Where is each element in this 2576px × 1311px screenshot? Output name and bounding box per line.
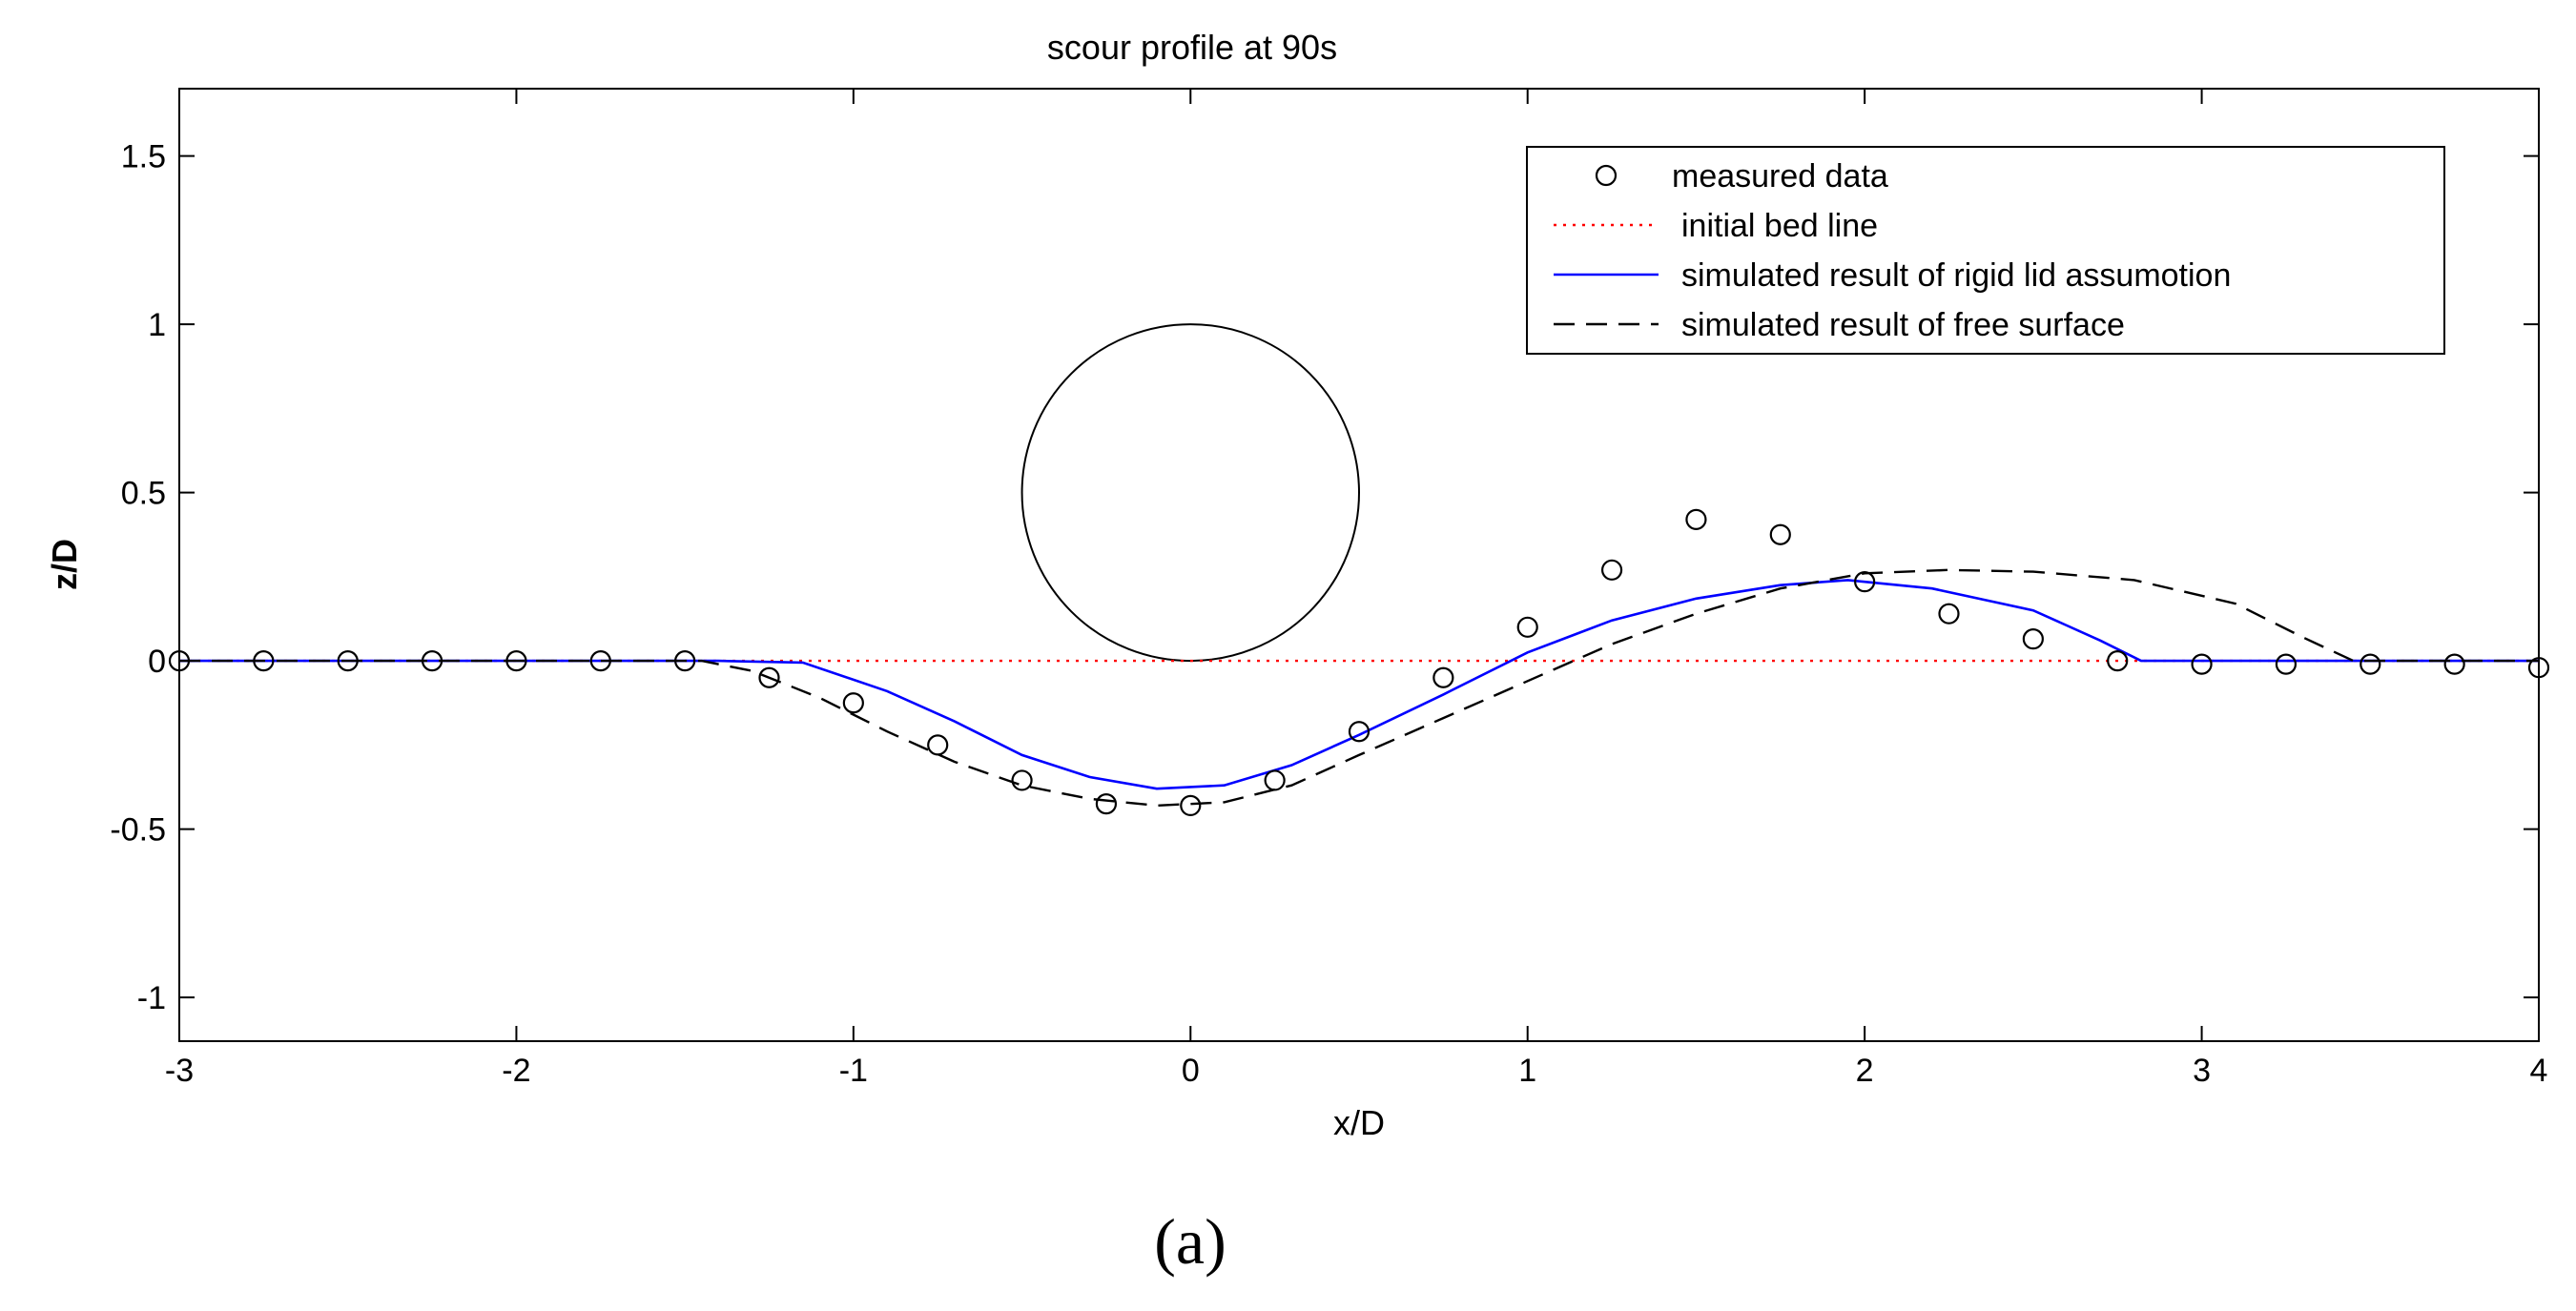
x-tick-label: 0 xyxy=(1182,1053,1200,1089)
measured-data-point xyxy=(1095,793,1118,815)
measured-data-point xyxy=(1264,769,1286,791)
measured-data-point xyxy=(589,650,611,672)
pier-circle-annotation xyxy=(1020,323,1361,663)
measured-data-point xyxy=(1516,616,1538,638)
series-line-solid xyxy=(179,579,2539,790)
y-tick-label: 0.5 xyxy=(121,476,166,512)
legend-marker xyxy=(1595,164,1618,187)
x-tick-label: 2 xyxy=(1856,1053,1874,1089)
x-tick-label: -3 xyxy=(165,1053,194,1089)
x-tick-label: 4 xyxy=(2530,1053,2548,1089)
measured-data-point xyxy=(674,650,696,672)
y-tick-label: 1.5 xyxy=(121,139,166,175)
x-tick-label: 3 xyxy=(2193,1053,2211,1089)
legend-entry-label: measured data xyxy=(1672,158,1888,195)
pier-circle xyxy=(1020,323,1361,663)
measured-data-point xyxy=(1600,559,1623,581)
measured-data-point xyxy=(1685,508,1707,530)
legend-box xyxy=(1526,146,2445,355)
measured-data-point xyxy=(1348,721,1370,743)
measured-data-point xyxy=(1854,571,1876,593)
measured-data-point xyxy=(421,650,443,672)
x-tick-label: -2 xyxy=(502,1053,530,1089)
measured-data-point xyxy=(2360,653,2381,675)
y-axis-label: z/D xyxy=(45,539,84,590)
series-line-dashed xyxy=(179,568,2539,808)
x-axis-label: x/D xyxy=(1333,1103,1385,1142)
y-tick-label: 1 xyxy=(148,307,166,343)
measured-data-point xyxy=(1180,794,1202,816)
measured-data-point xyxy=(2275,653,2298,675)
measured-data-point xyxy=(1432,666,1454,688)
measured-data-point xyxy=(758,666,780,688)
measured-data-point xyxy=(842,692,864,714)
y-tick-label: 0 xyxy=(148,644,166,680)
x-tick-label: -1 xyxy=(839,1053,868,1089)
legend-entry-label: simulated result of rigid lid assumotion xyxy=(1681,257,2231,294)
measured-data-point xyxy=(927,734,949,756)
measured-data-point xyxy=(2443,653,2465,675)
measured-data-point xyxy=(1011,769,1033,791)
panel-label: (a) xyxy=(1154,1205,1226,1278)
legend-entry-label: initial bed line xyxy=(1681,208,1878,244)
measured-data-point xyxy=(253,650,275,672)
x-tick-label: 1 xyxy=(1518,1053,1536,1089)
legend: measured data initial bed line simulated r… xyxy=(1526,146,2445,355)
measured-data-point xyxy=(1769,523,1791,545)
measured-data-point xyxy=(1938,603,1960,625)
y-tick-label: -0.5 xyxy=(110,812,166,849)
measured-data-point xyxy=(505,650,527,672)
y-tick-label: -1 xyxy=(137,980,166,1016)
measured-data-point xyxy=(2527,657,2550,679)
legend-entry-label: simulated result of free surface xyxy=(1681,307,2125,343)
chart-title: scour profile at 90s xyxy=(1047,28,1337,67)
measured-data-point xyxy=(2191,653,2213,675)
measured-data-point xyxy=(168,650,191,672)
measured-data-point xyxy=(2107,650,2129,672)
measured-data-point xyxy=(337,650,359,672)
series-layer xyxy=(168,508,2550,816)
measured-data-point xyxy=(2022,628,2044,650)
axis-tick-labels: -3 -2 -1 0 1 2 3 4 -1 -0.5 0 0.5 1 1.5 xyxy=(110,139,2547,1089)
plot-frame xyxy=(178,88,2540,1042)
